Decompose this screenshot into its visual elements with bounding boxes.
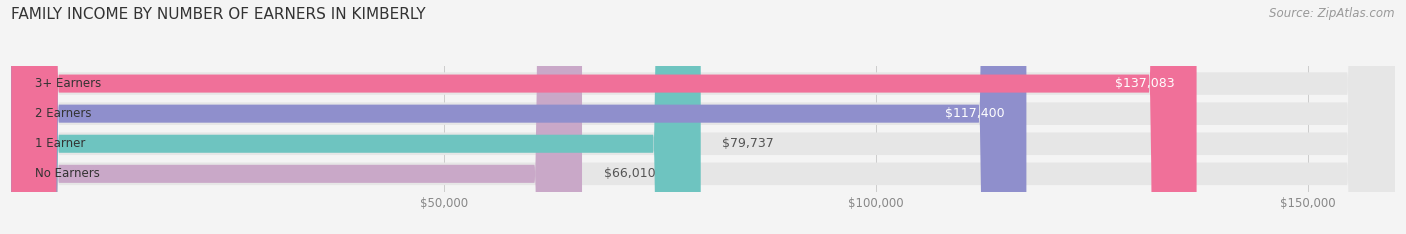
Text: 2 Earners: 2 Earners (35, 107, 91, 120)
Text: 1 Earner: 1 Earner (35, 137, 86, 150)
FancyBboxPatch shape (11, 0, 1395, 234)
FancyBboxPatch shape (11, 0, 700, 234)
FancyBboxPatch shape (11, 0, 1395, 234)
FancyBboxPatch shape (11, 0, 1395, 234)
Text: FAMILY INCOME BY NUMBER OF EARNERS IN KIMBERLY: FAMILY INCOME BY NUMBER OF EARNERS IN KI… (11, 7, 426, 22)
Text: $66,010: $66,010 (603, 167, 655, 180)
FancyBboxPatch shape (11, 0, 1395, 234)
FancyBboxPatch shape (11, 0, 1026, 234)
FancyBboxPatch shape (11, 0, 1197, 234)
Text: $117,400: $117,400 (945, 107, 1005, 120)
Text: $79,737: $79,737 (723, 137, 775, 150)
FancyBboxPatch shape (11, 0, 582, 234)
Text: Source: ZipAtlas.com: Source: ZipAtlas.com (1270, 7, 1395, 20)
Text: 3+ Earners: 3+ Earners (35, 77, 101, 90)
Text: $137,083: $137,083 (1115, 77, 1175, 90)
Text: No Earners: No Earners (35, 167, 100, 180)
